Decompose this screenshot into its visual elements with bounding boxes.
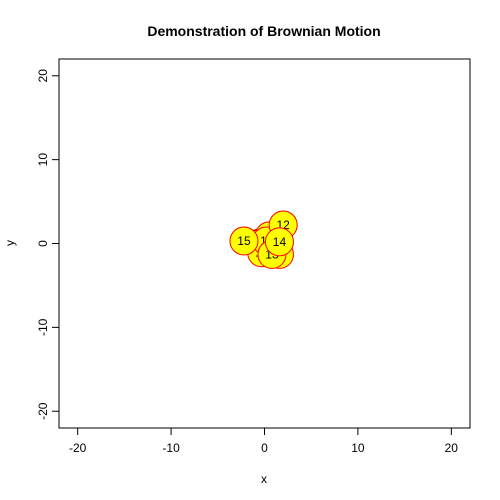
x-tick-label: 0 <box>261 441 268 455</box>
y-axis-label: y <box>3 240 17 246</box>
chart-title: Demonstration of Brownian Motion <box>147 23 380 39</box>
x-tick-label: -20 <box>69 441 87 455</box>
y-tick-label: -20 <box>36 402 50 420</box>
point-label: 14 <box>273 235 287 249</box>
point-marker <box>264 227 294 257</box>
data-point: 14 <box>264 227 294 257</box>
y-axis: -20 -10 0 10 20 <box>36 69 60 420</box>
x-tick-label: -10 <box>162 441 180 455</box>
y-tick-label: 20 <box>36 69 50 83</box>
y-tick-label: 0 <box>36 240 50 247</box>
x-axis-label: x <box>261 472 267 486</box>
point-marker <box>229 226 259 256</box>
y-tick-label: -10 <box>36 318 50 336</box>
x-tick-label: 20 <box>445 441 459 455</box>
data-point: 15 <box>229 226 259 256</box>
data-points: 123456789101112131415 <box>229 210 298 269</box>
point-label: 15 <box>237 234 251 248</box>
y-tick-label: 10 <box>36 153 50 167</box>
x-axis: -20 -10 0 10 20 <box>69 427 459 455</box>
x-tick-label: 10 <box>351 441 365 455</box>
